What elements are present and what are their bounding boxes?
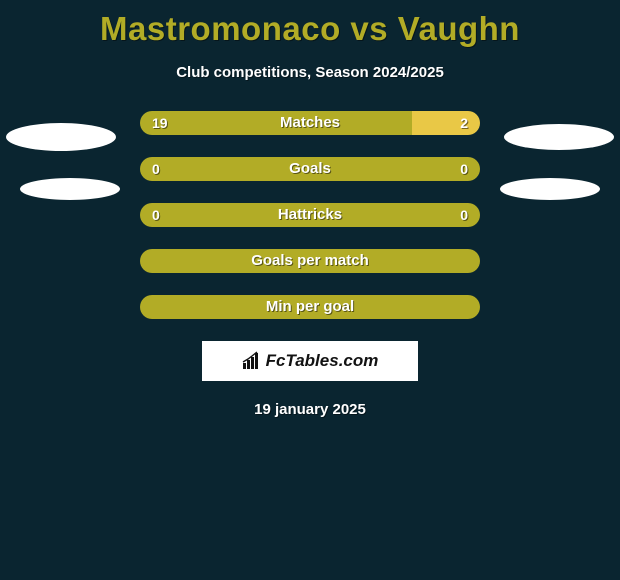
- brand-text: FcTables.com: [266, 351, 379, 371]
- stat-row: Matches19 2: [140, 111, 480, 135]
- date-text: 19 january 2025: [0, 401, 620, 418]
- stat-row: Min per goal: [140, 295, 480, 319]
- stat-value-right: 0: [460, 203, 468, 227]
- stat-label: Matches: [140, 111, 480, 135]
- chart-icon: [242, 351, 262, 371]
- stat-value-right: 0: [460, 157, 468, 181]
- page-title: Mastromonaco vs Vaughn: [0, 0, 620, 48]
- stat-row: Goals0 0: [140, 157, 480, 181]
- stat-row: Hattricks0 0: [140, 203, 480, 227]
- stat-row: Goals per match: [140, 249, 480, 273]
- stat-label: Hattricks: [140, 203, 480, 227]
- subtitle: Club competitions, Season 2024/2025: [0, 64, 620, 81]
- stat-label: Goals per match: [140, 249, 480, 273]
- brand-badge: FcTables.com: [202, 341, 418, 381]
- stat-value-left: 0: [152, 157, 160, 181]
- stat-value-left: 19: [152, 111, 168, 135]
- stat-value-left: 0: [152, 203, 160, 227]
- comparison-table: Matches192Goals00Hattricks00Goals per ma…: [0, 111, 620, 319]
- stat-value-right: 2: [460, 111, 468, 135]
- stat-label: Min per goal: [140, 295, 480, 319]
- stat-label: Goals: [140, 157, 480, 181]
